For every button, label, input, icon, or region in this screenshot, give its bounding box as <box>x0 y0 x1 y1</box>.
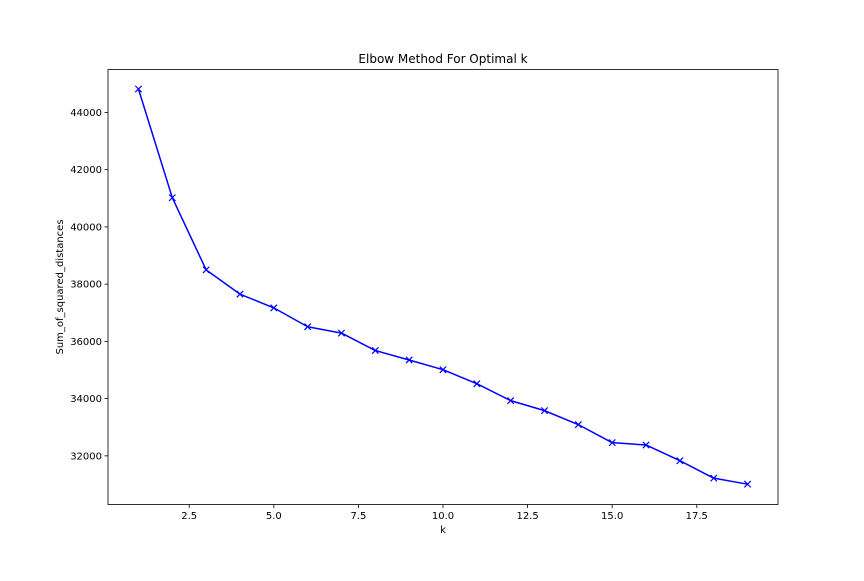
series-group <box>134 85 752 488</box>
x-tick-label: 2.5 <box>181 511 197 522</box>
data-point-marker <box>405 356 413 364</box>
x-tick-label: 17.5 <box>686 511 708 522</box>
data-point-marker <box>304 323 312 331</box>
data-point-marker <box>473 380 481 388</box>
data-point-marker <box>439 366 447 374</box>
chart-title: Elbow Method For Optimal k <box>358 52 527 66</box>
y-tick-label: 42000 <box>70 165 102 176</box>
data-point-marker <box>642 441 650 449</box>
plot-area-frame <box>107 69 779 505</box>
x-tick-label: 15.0 <box>601 511 623 522</box>
y-tick-label: 32000 <box>70 451 102 462</box>
x-tick-label: 12.5 <box>516 511 538 522</box>
y-tick-label: 36000 <box>70 337 102 348</box>
data-point-marker <box>371 346 379 355</box>
x-tick-label: 10.0 <box>432 511 454 522</box>
data-point-marker <box>574 421 582 429</box>
data-point-marker <box>337 329 346 337</box>
y-tick-label: 44000 <box>70 108 102 119</box>
y-tick-label: 38000 <box>70 280 102 291</box>
data-point-marker <box>236 290 244 298</box>
x-axis-label: k <box>440 525 446 536</box>
data-point-marker <box>608 439 616 447</box>
y-axis-ticks: 32000 34000 36000 38000 40000 42000 44000 <box>70 108 108 462</box>
data-point-marker <box>743 480 752 488</box>
data-point-marker <box>710 474 718 482</box>
data-point-marker <box>676 457 684 465</box>
x-axis-ticks: 2.5 5.0 7.5 10.0 12.5 15.0 17.5 <box>181 504 708 522</box>
data-point-marker <box>202 266 210 274</box>
x-tick-label: 5.0 <box>266 511 282 522</box>
y-tick-label: 34000 <box>70 394 102 405</box>
y-axis-label: Sum_of_squared_distances <box>55 219 66 354</box>
data-point-marker <box>134 85 143 93</box>
y-tick-label: 40000 <box>70 222 102 233</box>
data-point-marker <box>168 194 176 202</box>
data-point-marker <box>270 304 278 312</box>
x-tick-label: 7.5 <box>350 511 366 522</box>
data-point-marker <box>540 407 549 415</box>
data-point-marker <box>507 396 515 405</box>
